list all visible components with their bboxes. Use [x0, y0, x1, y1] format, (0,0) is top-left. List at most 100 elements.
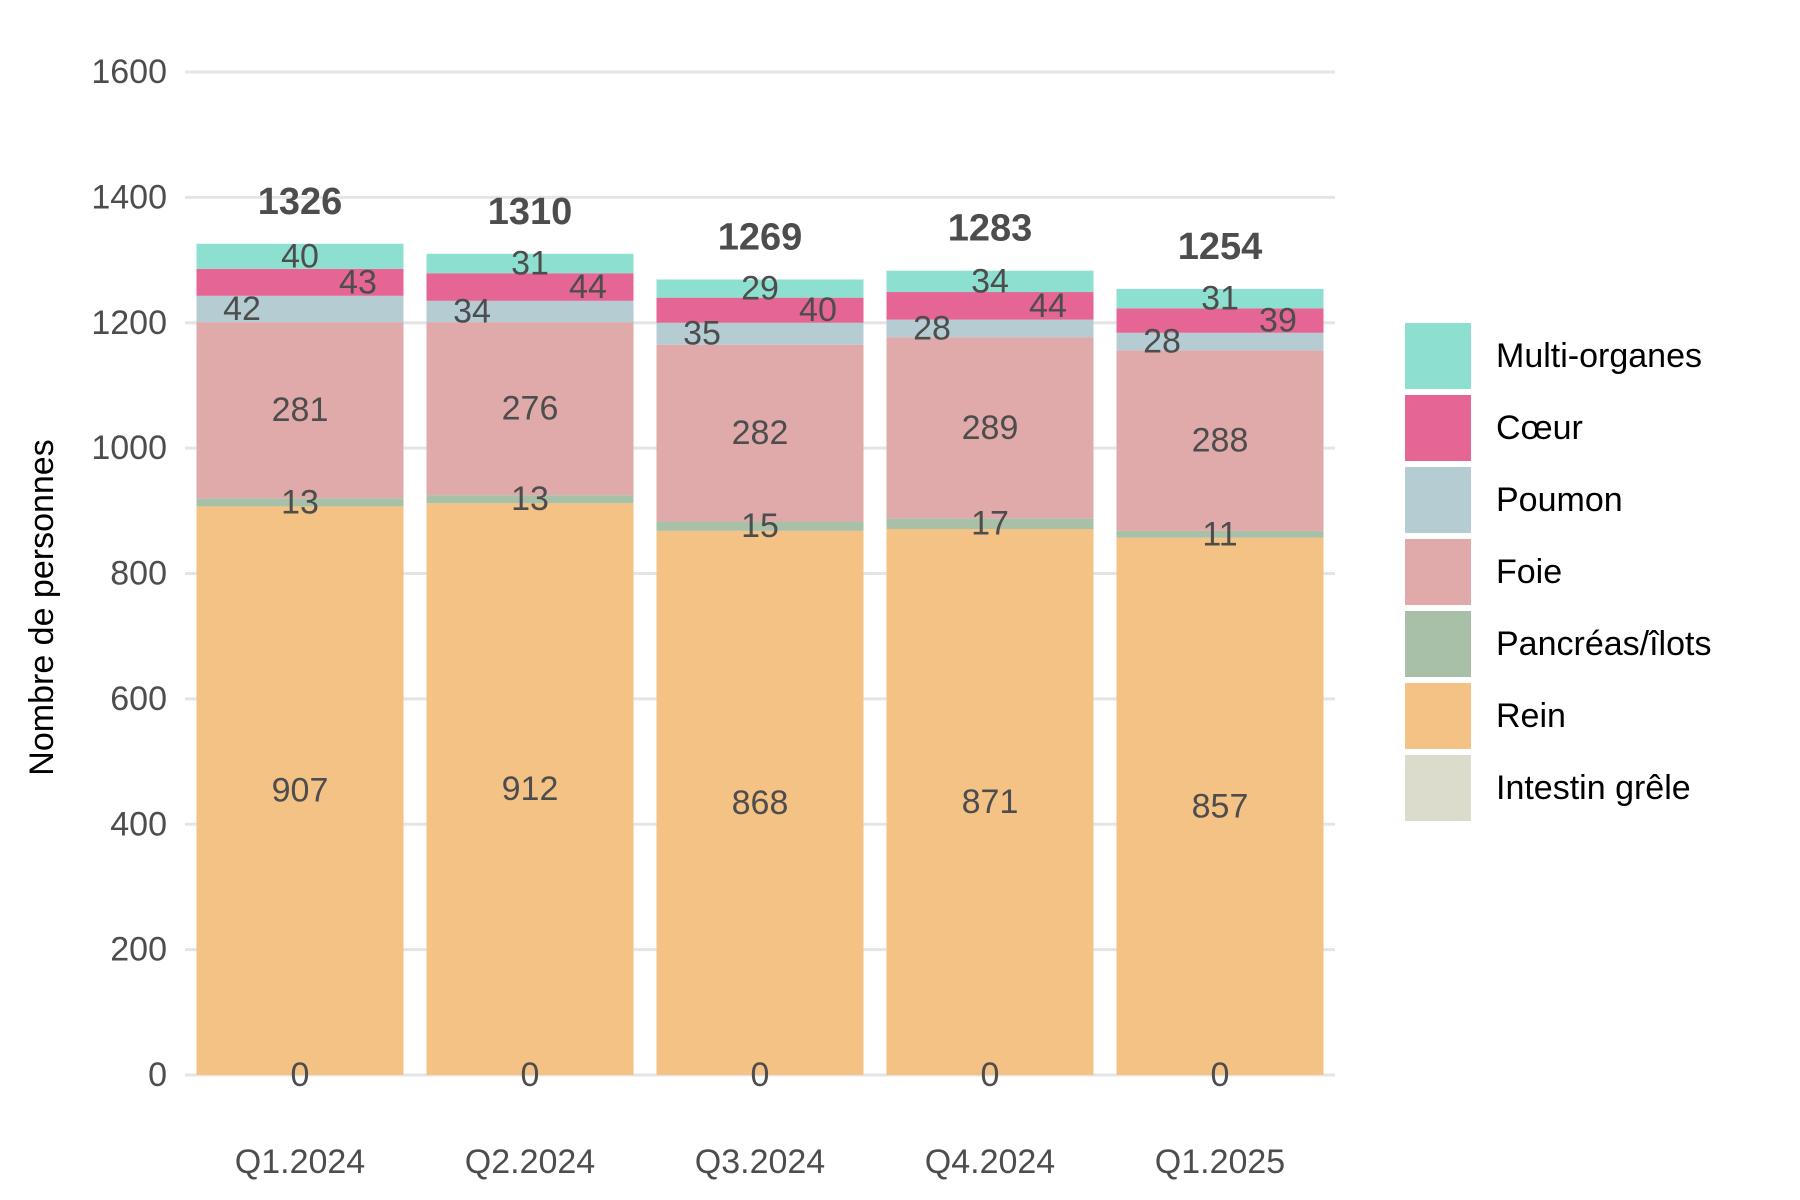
- legend-key[interactable]: [1405, 611, 1471, 677]
- bar-segment: [1116, 308, 1324, 333]
- legend-label: Poumon: [1496, 481, 1623, 519]
- data-label: 15: [741, 507, 779, 545]
- data-label: 276: [502, 390, 559, 428]
- data-label: 0: [291, 1056, 310, 1094]
- data-label: 31: [1201, 280, 1239, 318]
- y-tick-label: 1400: [91, 178, 167, 216]
- data-label: 35: [683, 315, 721, 353]
- legend-label: Foie: [1496, 553, 1562, 591]
- y-tick-label: 1000: [91, 429, 167, 467]
- legend-label: Cœur: [1496, 409, 1583, 447]
- data-label: 43: [339, 263, 377, 301]
- data-label: 11: [1202, 515, 1237, 553]
- bar-segment: [886, 270, 1094, 293]
- data-label: 912: [502, 770, 559, 808]
- data-label: 34: [453, 292, 491, 330]
- data-label: 0: [751, 1056, 770, 1094]
- total-label: 1326: [258, 181, 343, 223]
- x-tick-label: Q1.2025: [1155, 1143, 1285, 1181]
- data-label: 13: [281, 483, 319, 521]
- legend-key[interactable]: [1405, 683, 1471, 749]
- bar-segment: [1116, 537, 1324, 1075]
- bar-segment: [426, 253, 634, 274]
- data-label: 289: [962, 409, 1019, 447]
- legend-key[interactable]: [1405, 323, 1471, 389]
- data-label: 907: [272, 772, 329, 810]
- data-label: 40: [281, 237, 319, 275]
- bar-segment: [886, 528, 1094, 1075]
- data-label: 39: [1259, 302, 1297, 340]
- legend-label: Rein: [1496, 697, 1566, 735]
- bar-segment: [886, 292, 1094, 320]
- bar-segment: [1116, 332, 1324, 351]
- bar-segment: [426, 495, 634, 504]
- total-label: 1254: [1178, 226, 1263, 268]
- bar-segment: [426, 300, 634, 323]
- y-tick-label: 0: [148, 1056, 167, 1094]
- total-label: 1269: [718, 216, 803, 258]
- data-label: 0: [1211, 1056, 1230, 1094]
- data-label: 282: [732, 414, 789, 452]
- data-label: 281: [272, 391, 329, 429]
- data-label: 0: [981, 1056, 1000, 1094]
- bar-segment: [886, 337, 1094, 519]
- bar-segment: [886, 319, 1094, 338]
- x-tick-label: Q1.2024: [235, 1143, 365, 1181]
- data-label: 34: [971, 262, 1009, 300]
- data-label: 44: [1029, 287, 1067, 325]
- bar-segment: [656, 521, 864, 531]
- data-label: 28: [913, 309, 951, 347]
- data-label: 29: [741, 270, 779, 308]
- data-label: 0: [521, 1056, 540, 1094]
- legend-key[interactable]: [1405, 467, 1471, 533]
- bar-segment: [426, 322, 634, 496]
- data-label: 13: [511, 480, 549, 518]
- data-label: 40: [799, 291, 837, 329]
- y-tick-label: 1600: [91, 53, 167, 91]
- total-label: 1310: [488, 191, 573, 233]
- data-label: 17: [971, 505, 1009, 543]
- y-tick-label: 1200: [91, 304, 167, 342]
- data-label: 44: [569, 268, 607, 306]
- legend-key[interactable]: [1405, 539, 1471, 605]
- bars: [196, 243, 1324, 1075]
- bar-segment: [1116, 350, 1324, 531]
- legend-label: Multi-organes: [1496, 337, 1702, 375]
- y-tick-label: 600: [110, 680, 167, 718]
- x-tick-label: Q2.2024: [465, 1143, 595, 1181]
- y-tick-label: 400: [110, 805, 167, 843]
- bar-segment: [196, 295, 404, 323]
- x-axis: Q1.2024 Q2.2024 Q3.2024 Q4.2024 Q1.2025: [235, 1143, 1285, 1181]
- legend-key[interactable]: [1405, 755, 1471, 821]
- bar-segment: [656, 297, 864, 323]
- y-tick-label: 800: [110, 555, 167, 593]
- data-label: 288: [1192, 422, 1249, 460]
- data-label: 28: [1143, 323, 1181, 361]
- legend-label: Pancréas/îlots: [1496, 625, 1711, 663]
- bar-segment: [1116, 288, 1324, 309]
- x-tick-label: Q3.2024: [695, 1143, 825, 1181]
- data-label: 31: [511, 245, 549, 283]
- y-axis-title: Nombre de personnes: [23, 439, 61, 775]
- x-tick-label: Q4.2024: [925, 1143, 1055, 1181]
- total-labels: 1326 1310 1269 1283 1254: [258, 181, 1263, 268]
- y-axis: 0 200 400 600 800 1000 1200 1400 1600: [91, 53, 167, 1094]
- legend[interactable]: Multi-organes Cœur Poumon Foie Pancréas/îlot…: [1405, 323, 1711, 821]
- legend-label: Intestin grêle: [1496, 769, 1691, 807]
- data-label: 871: [962, 783, 1019, 821]
- data-label: 857: [1192, 787, 1249, 825]
- bar-segment: [656, 322, 864, 345]
- bar-segment: [656, 530, 864, 1075]
- bar-segment: [656, 279, 864, 298]
- y-tick-label: 200: [110, 931, 167, 969]
- data-label: 42: [223, 290, 261, 328]
- bar-segment: [1116, 530, 1324, 538]
- bar-segment: [886, 518, 1094, 529]
- bar-segment: [426, 273, 634, 301]
- bar-segment: [196, 322, 404, 499]
- bar-segment: [426, 503, 634, 1075]
- bar-segment: [196, 243, 404, 269]
- legend-key[interactable]: [1405, 395, 1471, 461]
